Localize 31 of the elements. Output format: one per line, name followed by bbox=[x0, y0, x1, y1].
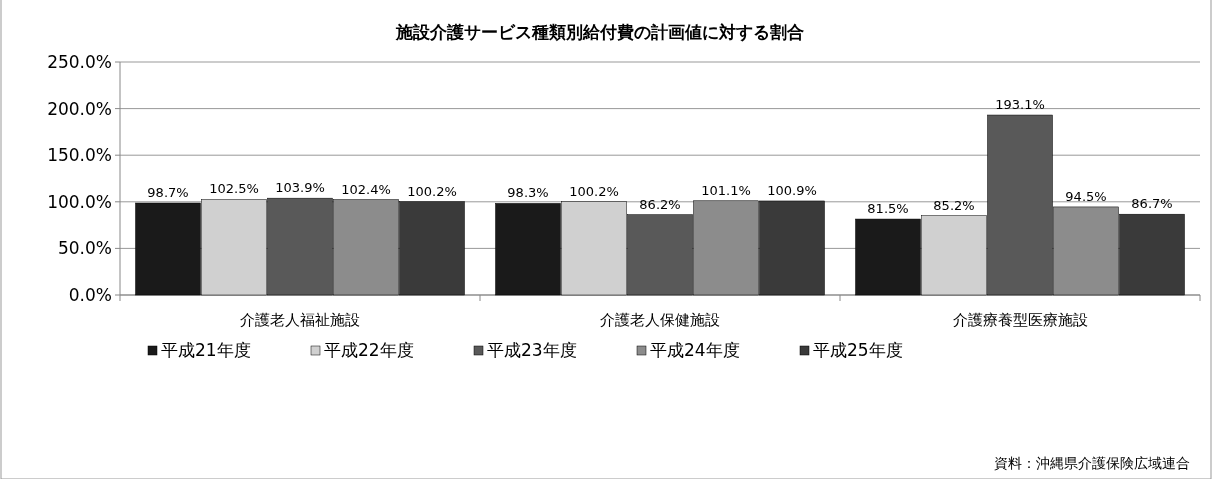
data-label: 103.9% bbox=[275, 180, 325, 196]
chart-title: 施設介護サービス種類別給付費の計画値に対する割合 bbox=[395, 22, 804, 42]
data-label: 94.5% bbox=[1065, 188, 1107, 204]
x-tick-label: 介護療養型医療施設 bbox=[952, 311, 1088, 329]
data-label: 102.4% bbox=[341, 181, 391, 197]
legend-label: 平成25年度 bbox=[813, 340, 903, 360]
x-tick-label: 介護老人保健施設 bbox=[600, 311, 720, 329]
data-label: 81.5% bbox=[867, 201, 909, 217]
y-tick-label: 100.0% bbox=[47, 191, 112, 212]
legend-label: 平成24年度 bbox=[650, 340, 740, 360]
data-label: 100.2% bbox=[569, 183, 619, 199]
data-label: 102.5% bbox=[209, 181, 259, 197]
x-tick-label: 介護老人福祉施設 bbox=[240, 311, 360, 329]
y-tick-label: 50.0% bbox=[57, 238, 112, 259]
y-tick-label: 200.0% bbox=[47, 98, 112, 119]
legend-label: 平成23年度 bbox=[487, 340, 577, 360]
data-label: 98.3% bbox=[507, 185, 549, 201]
y-tick-label: 0.0% bbox=[68, 285, 112, 305]
y-tick-label: 250.0% bbox=[47, 52, 112, 72]
y-tick-label: 150.0% bbox=[47, 145, 112, 166]
legend-label: 平成22年度 bbox=[324, 340, 414, 360]
data-label: 100.2% bbox=[407, 183, 457, 199]
data-label: 98.7% bbox=[147, 185, 189, 201]
data-label: 101.1% bbox=[701, 182, 751, 198]
data-label: 86.7% bbox=[1131, 196, 1173, 212]
data-label: 193.1% bbox=[995, 97, 1045, 113]
data-label: 86.2% bbox=[639, 196, 681, 212]
legend-label: 平成21年度 bbox=[161, 340, 251, 360]
text: 資料：沖縄県介護保険広域連合 bbox=[994, 455, 1190, 471]
data-label: 100.9% bbox=[767, 182, 817, 198]
data-label: 85.2% bbox=[933, 197, 975, 213]
